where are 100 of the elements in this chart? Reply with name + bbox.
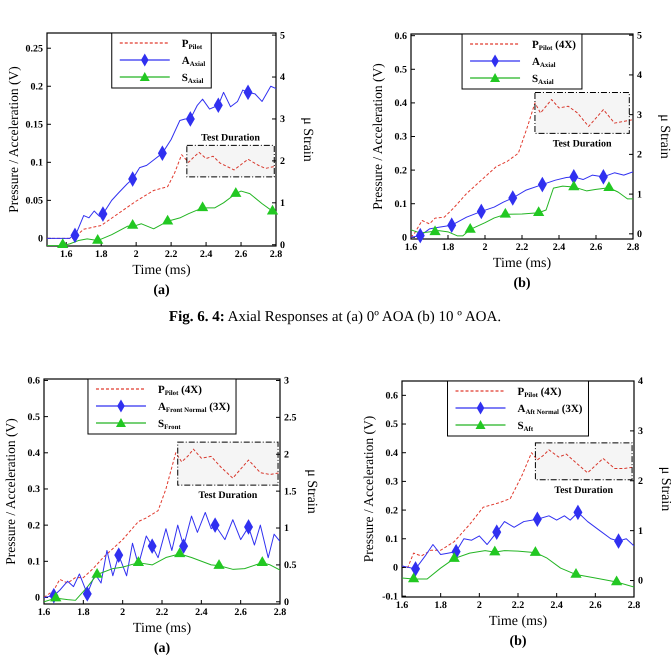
legend-label: S$_{Axial}$ (182, 72, 204, 86)
y2-tick-label: 3 (284, 376, 289, 387)
text: (b) (513, 276, 531, 291)
x-tick-label: 2 (476, 600, 482, 612)
band-label: Test Duration (552, 138, 612, 150)
y2-axis-title: μ Strain (304, 469, 319, 514)
point (162, 214, 174, 225)
x-tick-label: 2.4 (200, 249, 212, 260)
y-tick-label: 0.2 (30, 81, 43, 92)
y2-tick-label: 2 (637, 150, 642, 161)
point (57, 238, 68, 248)
text: (a) (154, 641, 170, 656)
y-tick-label: 0.5 (394, 64, 407, 76)
y2-tick-label: 2.5 (284, 412, 296, 424)
point (489, 546, 500, 556)
y-tick-label: 0.4 (28, 448, 40, 459)
legend-label: A$_{Aft Normal}$ (3X) (518, 403, 583, 416)
point (91, 568, 103, 578)
y-axis-title: Pressure / Acceleration (V) (361, 416, 376, 562)
point (464, 222, 476, 233)
point (603, 181, 615, 192)
point (92, 234, 104, 244)
y2-tick-label: 0 (638, 576, 643, 587)
x-axis-title: Time (ms) (132, 263, 191, 278)
x-tick-label: 1.6 (396, 600, 408, 612)
y-tick-label: 0.6 (386, 390, 398, 402)
x-tick-label: 2.8 (628, 600, 640, 612)
y-tick-label: 0.5 (386, 419, 398, 430)
point (530, 546, 542, 556)
y2-tick-label: 5 (280, 30, 285, 42)
point (533, 206, 544, 216)
y-tick-label: 0 (35, 592, 40, 604)
y-tick-label: 0.3 (28, 484, 40, 496)
x-tick-label: 2.6 (589, 600, 602, 612)
x-tick-label: 2.4 (552, 242, 566, 254)
y2-tick-label: 1 (638, 526, 643, 537)
point (256, 556, 268, 566)
x-tick-label: 2.8 (274, 607, 286, 618)
y-tick-label: 0.25 (26, 43, 43, 54)
y-tick-label: 0 (402, 232, 407, 244)
y2-tick-label: 1 (280, 198, 285, 210)
y2-tick-label: 2 (638, 476, 643, 487)
y-tick-label: -0.1 (382, 591, 398, 602)
x-tick-label: 2 (134, 249, 139, 260)
x-axis-title: Time (ms) (488, 614, 548, 629)
y-tick-label: 0.1 (386, 534, 398, 545)
point (196, 201, 208, 212)
x-tick-label: 1.8 (434, 600, 447, 612)
y-tick-label: 0.2 (386, 505, 398, 516)
x-tick-label: 2.4 (550, 600, 563, 612)
x-tick-label: 1.6 (404, 242, 418, 254)
text: (b) (509, 634, 527, 649)
y2-tick-label: 1 (284, 523, 289, 534)
y2-axis-title: μ Strain (300, 117, 315, 162)
y-tick-label: 0.3 (394, 132, 407, 143)
caption: Fig. 6. 4: Axial Responses at (a) 0º AOA (b) 10 º AOA. (168, 309, 502, 325)
y2-tick-label: 3 (638, 426, 643, 438)
y2-tick-label: 4 (280, 72, 285, 84)
point (429, 225, 441, 236)
x-axis-title: Time (ms) (132, 621, 192, 636)
y2-tick-label: 0.5 (284, 560, 296, 572)
y-axis-title: Pressure / Acceleration (V) (6, 66, 21, 213)
point (132, 556, 144, 566)
legend-label: S$_{Axial}$ (532, 73, 554, 86)
band-label: Test Duration (198, 490, 258, 502)
legend-label: P$_{Pilot}$ (182, 38, 203, 52)
x-tick-label: 2.2 (516, 242, 528, 254)
x-tick-label: 2.2 (512, 600, 524, 612)
y-tick-label: 0.1 (394, 198, 407, 210)
point (174, 547, 186, 558)
y2-tick-label: 3 (280, 114, 285, 126)
y2-tick-label: 4 (638, 376, 643, 388)
y2-axis-title: μ Strain (658, 466, 671, 512)
y2-tick-label: 0 (637, 229, 642, 240)
point (570, 568, 582, 578)
x-tick-label: 2.8 (270, 249, 282, 260)
y-tick-label: 0 (393, 562, 398, 574)
y2-tick-label: 1 (637, 189, 642, 200)
point (50, 592, 62, 602)
y2-tick-label: 5 (637, 30, 642, 42)
y-tick-label: 0 (38, 234, 43, 245)
legend-label: S$_{Aft}$ (518, 420, 534, 434)
y2-tick-label: 4 (637, 70, 642, 82)
x-axis-title: Time (ms) (492, 256, 552, 271)
y-axis-title: Pressure / Acceleration (V) (370, 63, 385, 210)
x-tick-label: 2 (482, 242, 488, 254)
y2-tick-label: 0 (280, 240, 285, 251)
point (408, 572, 420, 582)
x-tick-label: 2.6 (234, 607, 247, 618)
point (127, 218, 138, 229)
point (500, 208, 511, 218)
x-tick-label: 2.4 (195, 607, 208, 618)
x-tick-label: 2.2 (156, 607, 168, 618)
point (266, 204, 278, 214)
legend-label: A$_{Axial}$ (532, 56, 556, 70)
x-tick-label: 1.8 (442, 242, 454, 254)
text: (a) (153, 283, 170, 298)
band-label: Test Duration (201, 132, 260, 144)
x-tick-label: 1.6 (38, 607, 50, 618)
y-tick-label: 0.3 (386, 476, 398, 488)
